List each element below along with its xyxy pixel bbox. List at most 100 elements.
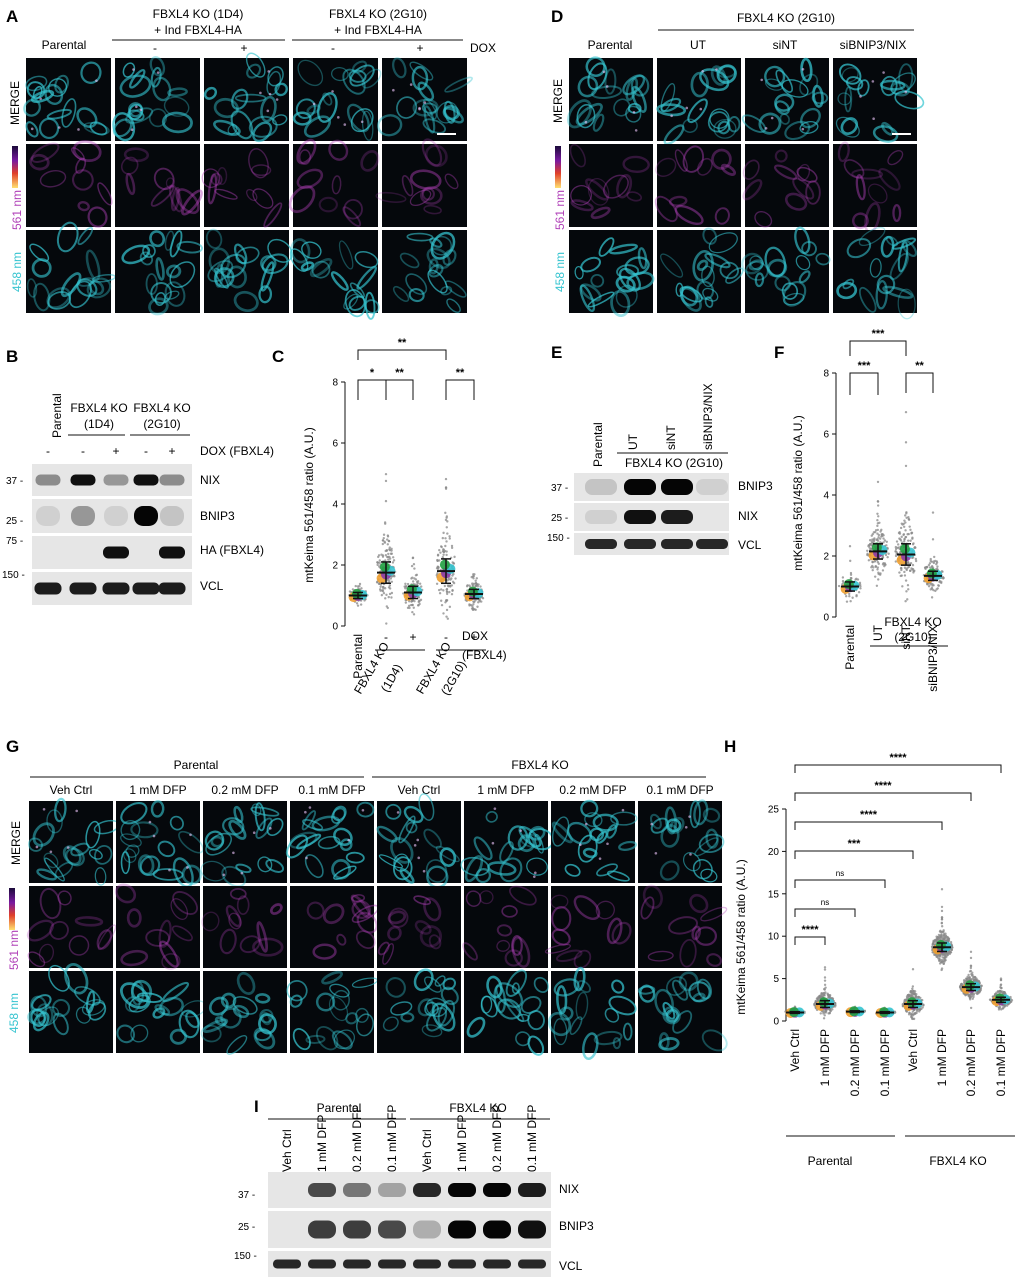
c-point-3-73	[436, 567, 440, 571]
b-strip-vcl-band-0	[34, 582, 62, 595]
c-point-1-116	[386, 534, 390, 537]
c-point-2-97	[418, 600, 421, 603]
g-tile-r0-c6	[551, 799, 638, 883]
f-point-1-149	[876, 532, 879, 535]
c-point-1-90	[388, 587, 392, 590]
b-strip-nix	[32, 464, 192, 496]
c-point-1-117	[391, 561, 395, 564]
c-point-4-48	[476, 605, 479, 608]
f-point-0-38	[844, 595, 848, 598]
g-tile-r0-c3	[285, 801, 375, 883]
h-point-6-60	[962, 978, 966, 982]
g-tile-r0-c7	[638, 799, 725, 883]
h-rep-mean-6-3	[964, 980, 975, 991]
c-point-1-109	[384, 559, 387, 562]
f-sig-label-1: ***	[858, 360, 872, 372]
f-point-2-30	[900, 535, 903, 539]
f-point-2-53	[906, 584, 910, 587]
c-point-3-61	[444, 537, 447, 540]
f-point-2-13	[909, 539, 912, 542]
f-point-2-139	[903, 519, 906, 522]
i-mw-25: 25 -	[238, 1222, 255, 1233]
f-xlabel-2: siNT	[899, 624, 913, 649]
c-point-3-122	[451, 574, 454, 577]
h-point-5-234	[947, 937, 951, 940]
e-strip-bnip3-band-3	[696, 479, 728, 495]
f-point-1-9	[875, 584, 879, 587]
h-point-1-36	[822, 1017, 826, 1020]
h-point-4-92	[921, 1006, 924, 1009]
f-point-2-138	[913, 546, 916, 550]
i-strip-nix-band-3	[378, 1183, 406, 1197]
e-strip-vcl-band-2	[661, 539, 693, 549]
h-point-7-190	[1003, 1005, 1007, 1008]
a-minus-2: -	[331, 41, 335, 55]
h-point-4-148	[911, 1010, 915, 1013]
c-point-4-61	[472, 573, 475, 576]
e-strip-nix-band-2	[661, 510, 693, 524]
e-strip-bnip3-band-2	[661, 479, 693, 495]
c-point-1-53	[381, 589, 385, 593]
c-point-1-86	[379, 585, 382, 588]
f-point-1-114	[876, 560, 880, 564]
c-point-4-66	[469, 603, 473, 607]
f-ytick-label-1: 2	[823, 552, 829, 563]
f-point-2-109	[904, 536, 907, 539]
h-rep-mean-1-3	[818, 997, 829, 1008]
c-point-2-5	[411, 610, 414, 614]
d-tile-r0-c3	[833, 58, 925, 143]
f-point-2-78	[905, 516, 908, 520]
c-point-3-132	[442, 553, 445, 556]
h-rep-mean-4-3	[906, 997, 917, 1008]
h-point-6-27	[967, 973, 970, 977]
g-tile-r1-c6	[544, 886, 635, 969]
f-point-0-44	[859, 587, 862, 590]
c-point-3-109	[438, 559, 441, 562]
g-tile-r0-c4	[376, 793, 461, 889]
g-tile-r0-c2	[200, 801, 287, 888]
c-point-2-56	[413, 567, 416, 570]
g-col-label-6: 0.2 mM DFP	[559, 783, 626, 797]
b-strip-vcl-band-2	[102, 582, 130, 595]
f-point-3-23	[931, 538, 935, 541]
f-xlabel-0: Parental	[843, 625, 857, 670]
c-point-2-98	[415, 580, 419, 584]
d-col-2: siNT	[773, 38, 798, 52]
c-point-3-79	[444, 601, 447, 604]
c-point-4-87	[472, 608, 475, 611]
i-strip-bnip3-band-1	[308, 1220, 336, 1239]
d-tile-r0-c0	[567, 56, 653, 141]
h-sig-label-6: ****	[801, 924, 819, 936]
f-point-2-33	[911, 563, 915, 567]
h-xlabel-2: 0.2 mM DFP	[848, 1029, 862, 1096]
h-sig-bracket-4	[794, 879, 886, 888]
f-point-3-91	[930, 596, 934, 599]
i-strip-bnip3	[268, 1211, 551, 1248]
f-point-1-92	[872, 539, 876, 543]
c-point-1-94	[389, 577, 393, 580]
h-sig-bracket-3	[794, 850, 914, 859]
c-point-1-138	[383, 521, 387, 524]
h-point-5-258	[950, 948, 954, 952]
f-point-1-120	[876, 480, 880, 484]
e-strip-bnip3-band-0	[585, 479, 617, 495]
c-point-3-101	[445, 515, 449, 518]
e-lane-1: UT	[626, 433, 640, 450]
g-col-label-5: 1 mM DFP	[477, 783, 534, 797]
f-point-3-52	[932, 561, 936, 565]
g-tile-r2-c1	[116, 971, 207, 1053]
c-point-1-15	[390, 547, 393, 551]
c-point-2-79	[413, 577, 416, 580]
b-strip-ha	[32, 536, 192, 569]
f-point-2-17	[901, 585, 904, 588]
h-point-7-173	[1000, 986, 1003, 990]
f-point-2-137	[896, 546, 899, 550]
h-point-1-145	[820, 995, 824, 998]
e-lane-2: siNT	[664, 425, 678, 450]
f-point-1-6	[885, 540, 888, 543]
f-point-3-2	[936, 565, 939, 568]
h-point-1-171	[813, 1004, 816, 1007]
f-point-2-3	[904, 410, 908, 414]
f-point-1-116	[867, 559, 871, 562]
f-point-2-111	[906, 566, 909, 569]
